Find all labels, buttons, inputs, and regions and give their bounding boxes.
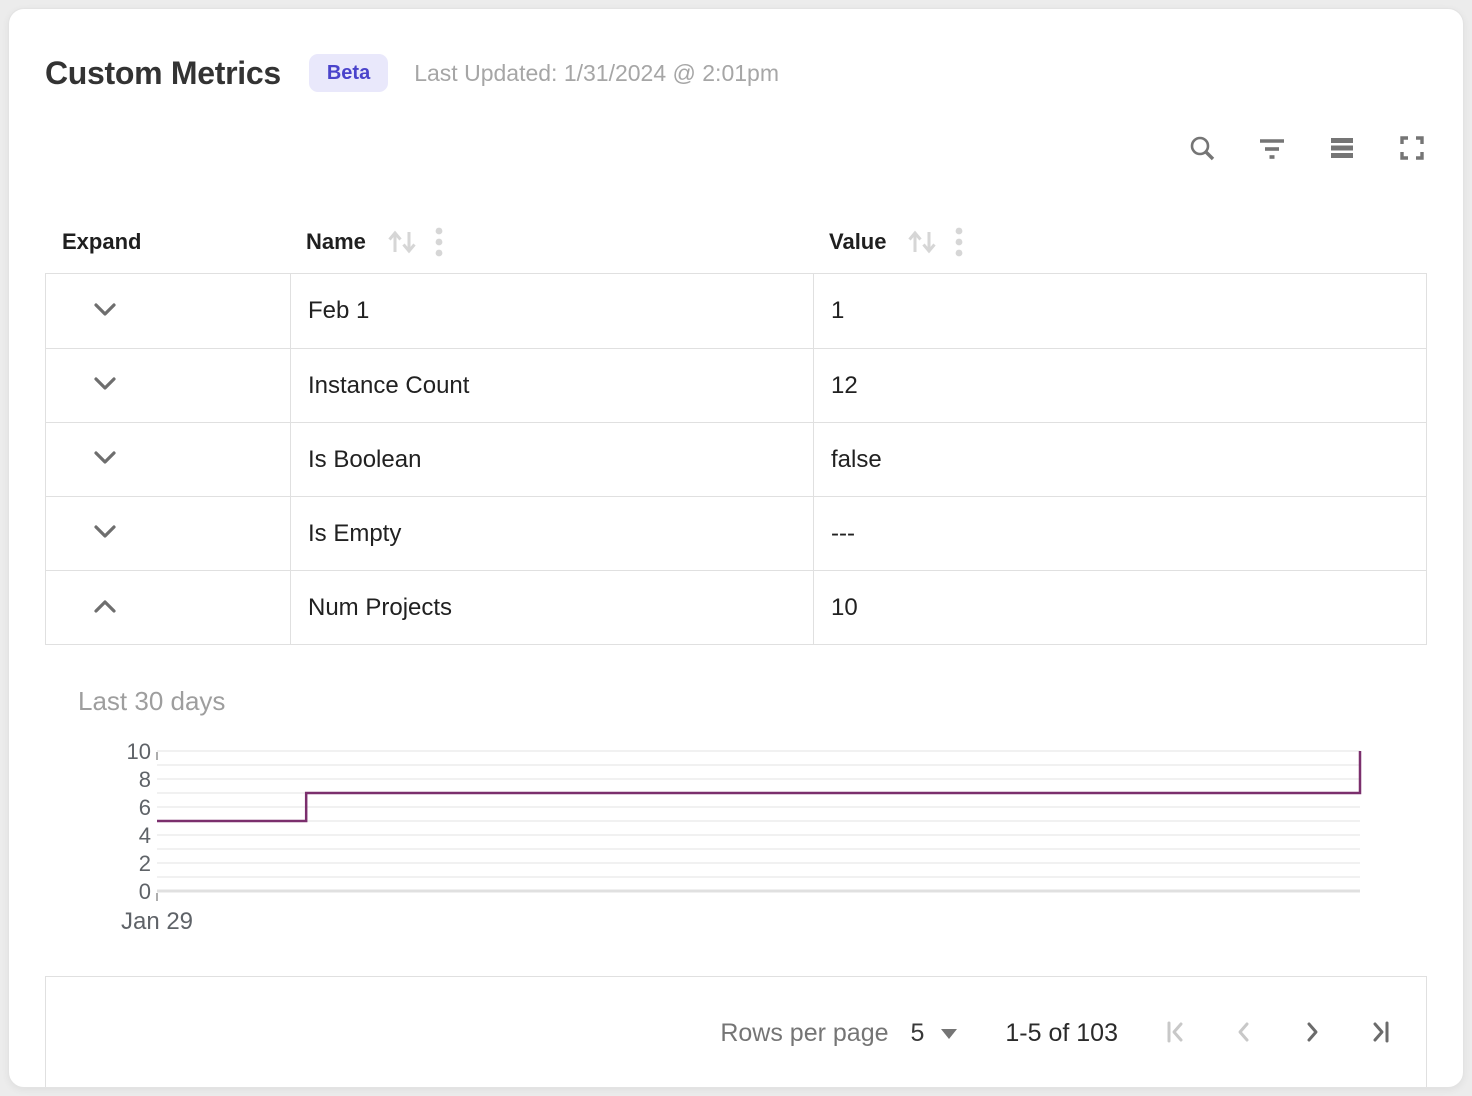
- sort-icon[interactable]: [384, 227, 420, 257]
- table-row: Is Boolean false: [46, 422, 1426, 496]
- pagination-range-label: 1-5 of 103: [1005, 1019, 1118, 1047]
- search-icon: [1187, 133, 1217, 166]
- chevron-down-icon: [90, 448, 120, 471]
- svg-text:6: 6: [139, 795, 151, 820]
- value-cell: 10: [813, 571, 1426, 644]
- table-row: Num Projects 10: [46, 570, 1426, 644]
- table-row: Feb 1 1: [46, 274, 1426, 348]
- value-cell: false: [813, 423, 1426, 496]
- rows-per-page-select[interactable]: 5: [911, 1019, 958, 1048]
- filter-button[interactable]: [1257, 134, 1287, 164]
- last-page-icon: [1366, 1018, 1394, 1049]
- fullscreen-icon: [1397, 133, 1427, 166]
- svg-text:2: 2: [139, 851, 151, 876]
- chevron-down-icon: [90, 374, 120, 397]
- svg-text:Jan 29: Jan 29: [121, 908, 193, 935]
- expand-toggle-button[interactable]: [89, 295, 121, 327]
- table-row: Is Empty ---: [46, 496, 1426, 570]
- first-page-icon: [1162, 1018, 1190, 1049]
- first-page-button: [1162, 1020, 1190, 1048]
- column-label-expand: Expand: [62, 229, 142, 254]
- expand-toggle-button[interactable]: [89, 370, 121, 402]
- rows-per-page-label: Rows per page: [720, 1019, 889, 1047]
- name-cell: Feb 1: [290, 274, 813, 348]
- column-header-name[interactable]: Name: [289, 226, 812, 258]
- column-menu-icon[interactable]: [434, 226, 444, 258]
- expand-cell: [46, 571, 290, 644]
- metric-chart: 0 2 4 6 8 10 Jan 29: [121, 739, 1362, 935]
- name-cell: Is Boolean: [290, 423, 813, 496]
- expand-toggle-button[interactable]: [89, 518, 121, 550]
- last-updated-text: Last Updated: 1/31/2024 @ 2:01pm: [414, 59, 779, 86]
- column-label-value: Value: [829, 229, 887, 254]
- page-title: Custom Metrics: [45, 54, 281, 91]
- svg-text:8: 8: [139, 767, 151, 792]
- column-menu-icon[interactable]: [954, 226, 964, 258]
- svg-text:0: 0: [139, 879, 151, 904]
- expand-cell: [46, 497, 290, 570]
- grid-toolbar: [45, 134, 1427, 164]
- svg-text:10: 10: [127, 739, 151, 764]
- table-footer: Rows per page 5 1-5 of 103: [45, 976, 1427, 1087]
- name-cell: Instance Count: [290, 349, 813, 422]
- chevron-down-icon: [90, 300, 120, 323]
- expanded-row-detail: Last 30 days 0 2 4 6 8 10 Jan 29: [45, 686, 1427, 936]
- filter-icon: [1257, 133, 1287, 166]
- fullscreen-button[interactable]: [1397, 134, 1427, 164]
- density-icon: [1327, 133, 1357, 166]
- column-header-expand: Expand: [45, 229, 289, 255]
- value-cell: 1: [813, 274, 1426, 348]
- search-button[interactable]: [1187, 134, 1217, 164]
- panel-header: Custom Metrics Beta Last Updated: 1/31/2…: [45, 51, 1427, 95]
- last-page-button[interactable]: [1366, 1020, 1394, 1048]
- value-cell: ---: [813, 497, 1426, 570]
- expand-toggle-button[interactable]: [89, 592, 121, 624]
- name-cell: Num Projects: [290, 571, 813, 644]
- name-cell: Is Empty: [290, 497, 813, 570]
- previous-page-icon: [1230, 1018, 1258, 1049]
- column-label-name: Name: [306, 229, 366, 254]
- table-row: Instance Count 12: [46, 348, 1426, 422]
- chevron-down-icon: [90, 522, 120, 545]
- beta-badge: Beta: [308, 54, 389, 92]
- density-button[interactable]: [1327, 134, 1357, 164]
- table-body: Feb 1 1 Instance: [45, 273, 1427, 645]
- expand-toggle-button[interactable]: [89, 444, 121, 476]
- rows-per-page-value: 5: [910, 1019, 925, 1047]
- previous-page-button: [1230, 1020, 1258, 1048]
- table-header-row: Expand Name Value: [45, 211, 1427, 273]
- expand-cell: [46, 423, 290, 496]
- svg-text:4: 4: [139, 823, 151, 848]
- chevron-up-icon: [90, 596, 120, 619]
- sort-icon[interactable]: [904, 227, 940, 257]
- value-cell: 12: [813, 349, 1426, 422]
- column-header-value[interactable]: Value: [812, 226, 1427, 258]
- custom-metrics-panel: Custom Metrics Beta Last Updated: 1/31/2…: [8, 8, 1464, 1088]
- next-page-icon: [1298, 1018, 1326, 1049]
- next-page-button[interactable]: [1298, 1020, 1326, 1048]
- expand-cell: [46, 349, 290, 422]
- expand-cell: [46, 274, 290, 348]
- pagination-controls: [1162, 1020, 1394, 1048]
- chart-title: Last 30 days: [78, 686, 226, 716]
- dropdown-arrow-icon: [941, 1028, 958, 1039]
